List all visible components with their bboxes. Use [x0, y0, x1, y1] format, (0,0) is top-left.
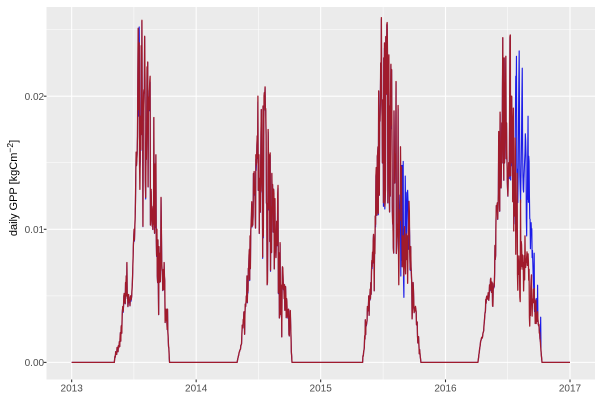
svg-text:2014: 2014	[185, 384, 208, 395]
svg-text:2016: 2016	[434, 384, 457, 395]
svg-text:0.02: 0.02	[25, 92, 45, 103]
svg-text:0.00: 0.00	[25, 358, 45, 369]
svg-text:daily GPP [kgCm−2]: daily GPP [kgCm−2]	[5, 140, 20, 236]
svg-text:2013: 2013	[61, 384, 84, 395]
svg-text:2015: 2015	[310, 384, 333, 395]
svg-text:0.01: 0.01	[25, 225, 45, 236]
svg-text:2017: 2017	[559, 384, 582, 395]
